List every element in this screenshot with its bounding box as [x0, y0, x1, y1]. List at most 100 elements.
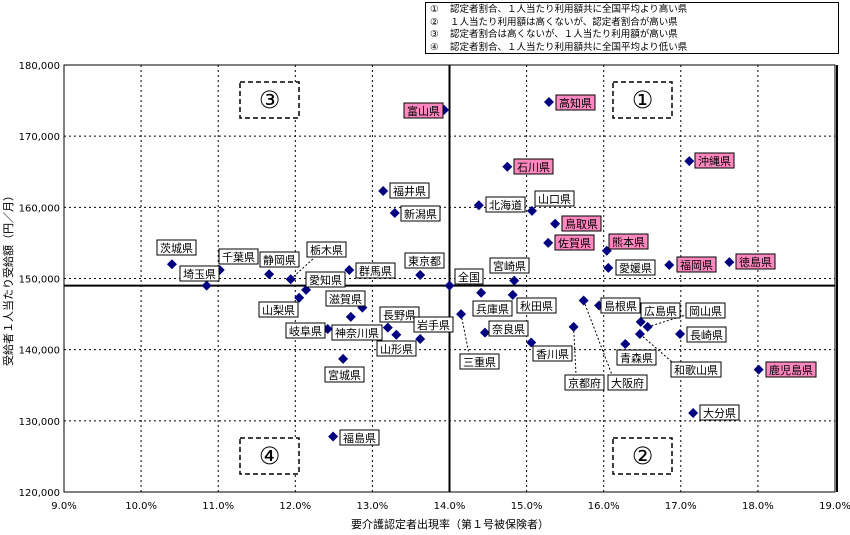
x-tick-label: 16.0% [588, 501, 620, 512]
data-label-box [324, 366, 365, 383]
data-point-marker [456, 309, 467, 320]
data-label-box [676, 256, 717, 273]
data-point-marker [201, 280, 212, 291]
data-point-marker [502, 161, 513, 172]
data-label: 愛知県 [309, 273, 342, 287]
data-label-box [516, 297, 557, 314]
data-label-box [608, 233, 649, 250]
y-tick-label: 170,000 [19, 132, 60, 143]
data-label-box [218, 248, 259, 265]
data-label: 佐賀県 [558, 236, 591, 250]
data-label-box [331, 324, 383, 341]
data-label-box [685, 302, 726, 319]
data-label: 福島県 [343, 431, 376, 445]
data-label: 群馬県 [359, 264, 392, 278]
quadrant-label-q2: ② [632, 442, 654, 470]
data-point-marker [684, 156, 695, 167]
data-label: 熊本県 [612, 235, 645, 249]
legend-text: １人当たり利用額は高くないが、認定者割合が高い県 [450, 16, 678, 28]
data-point-marker [391, 329, 402, 340]
y-tick-label: 120,000 [19, 488, 60, 499]
data-label-box [258, 301, 299, 318]
x-axis-title: 要介護認定者出現率（第１号被保険者） [351, 517, 549, 531]
data-label: 新潟県 [404, 207, 437, 221]
data-label: 大阪府 [611, 376, 644, 390]
data-label: 栃木県 [310, 243, 343, 257]
data-label-box [459, 353, 500, 370]
data-label: 青森県 [620, 351, 653, 365]
data-label-box [379, 306, 420, 323]
x-tick-label: 9.0% [51, 501, 76, 512]
data-label-box [376, 340, 417, 357]
data-point-marker [444, 280, 455, 291]
data-label-box [616, 349, 657, 366]
data-label: 茨城県 [160, 241, 193, 255]
data-point-marker [479, 327, 490, 338]
leader-line [573, 326, 577, 376]
data-point-marker [415, 269, 426, 280]
data-label-box [454, 268, 484, 285]
data-point-marker [507, 289, 518, 300]
quadrant-box-q2 [612, 437, 673, 475]
data-point-marker [634, 329, 645, 340]
data-label-box [555, 94, 596, 111]
x-tick-label: 11.0% [202, 501, 234, 512]
data-label: 埼玉県 [183, 267, 216, 281]
axes: 9.0% 10.0% 11.0% 12.0% 13.0% 14.0% 15.0% 16.0% 1… [19, 61, 850, 512]
data-label: 山形県 [380, 343, 413, 356]
data-label: 山梨県 [262, 303, 295, 317]
data-point-marker [345, 311, 356, 322]
x-tick-label: 12.0% [279, 501, 311, 512]
x-tick-label: 13.0% [357, 501, 389, 512]
data-point-marker [415, 333, 426, 344]
data-label-box [488, 320, 529, 337]
x-tick-label: 15.0% [511, 501, 543, 512]
data-point-marker [166, 259, 177, 270]
data-label: 宮城県 [328, 368, 361, 382]
data-point-marker [664, 259, 675, 270]
data-label-box [564, 374, 605, 391]
data-label-box [400, 205, 441, 222]
data-point-marker [264, 269, 275, 280]
legend-item: ① 認定者割合、１人当たり利用額共に全国平均より高い県 [430, 4, 834, 17]
leader-line [639, 333, 673, 363]
data-label: 高知県 [559, 96, 592, 110]
data-point-marker [550, 218, 561, 229]
data-label-box [485, 196, 526, 213]
x-tick-label: 17.0% [665, 501, 697, 512]
data-label: 長野県 [383, 309, 416, 322]
legend-item: ④ 認定者割合、１人当たり利用額共に全国平均より低い県 [430, 42, 834, 55]
data-label-box [532, 345, 573, 362]
data-label-box [179, 265, 220, 282]
data-label: 岡山県 [689, 305, 722, 318]
leader-line [290, 257, 315, 280]
legend-number: ② [430, 16, 439, 28]
data-label: 全国 [458, 270, 480, 284]
data-label: 京都府 [568, 376, 601, 390]
data-point-marker [688, 408, 699, 419]
data-label: 岐阜県 [289, 325, 322, 338]
legend-text: 認定者割合、１人当たり利用額共に全国平均より低い県 [450, 41, 688, 53]
data-label-box [156, 239, 197, 256]
data-label-box [640, 302, 681, 319]
data-point-marker [382, 322, 393, 333]
legend: ① 認定者割合、１人当たり利用額共に全国平均より高い県 ② １人当たり利用額は高くな… [425, 2, 839, 54]
data-label-box [413, 316, 454, 333]
data-label: 福岡県 [680, 258, 713, 272]
data-point-marker [753, 364, 764, 375]
data-label: 三重県 [463, 355, 496, 369]
data-label-box [686, 326, 727, 343]
data-label-box [735, 253, 776, 270]
data-label: 千葉県 [222, 250, 255, 264]
data-label: 兵庫県 [476, 302, 509, 316]
data-label: 和歌山県 [674, 363, 718, 377]
data-label-box [694, 152, 735, 169]
data-label-box [355, 262, 396, 279]
y-tick-label: 140,000 [19, 346, 60, 357]
legend-item: ③ 認定者割合は高くないが、１人当たり利用額が高い県 [430, 29, 834, 42]
data-label-box [607, 374, 648, 391]
quadrant-box-q4 [239, 437, 300, 475]
data-label: 香川県 [536, 348, 569, 361]
